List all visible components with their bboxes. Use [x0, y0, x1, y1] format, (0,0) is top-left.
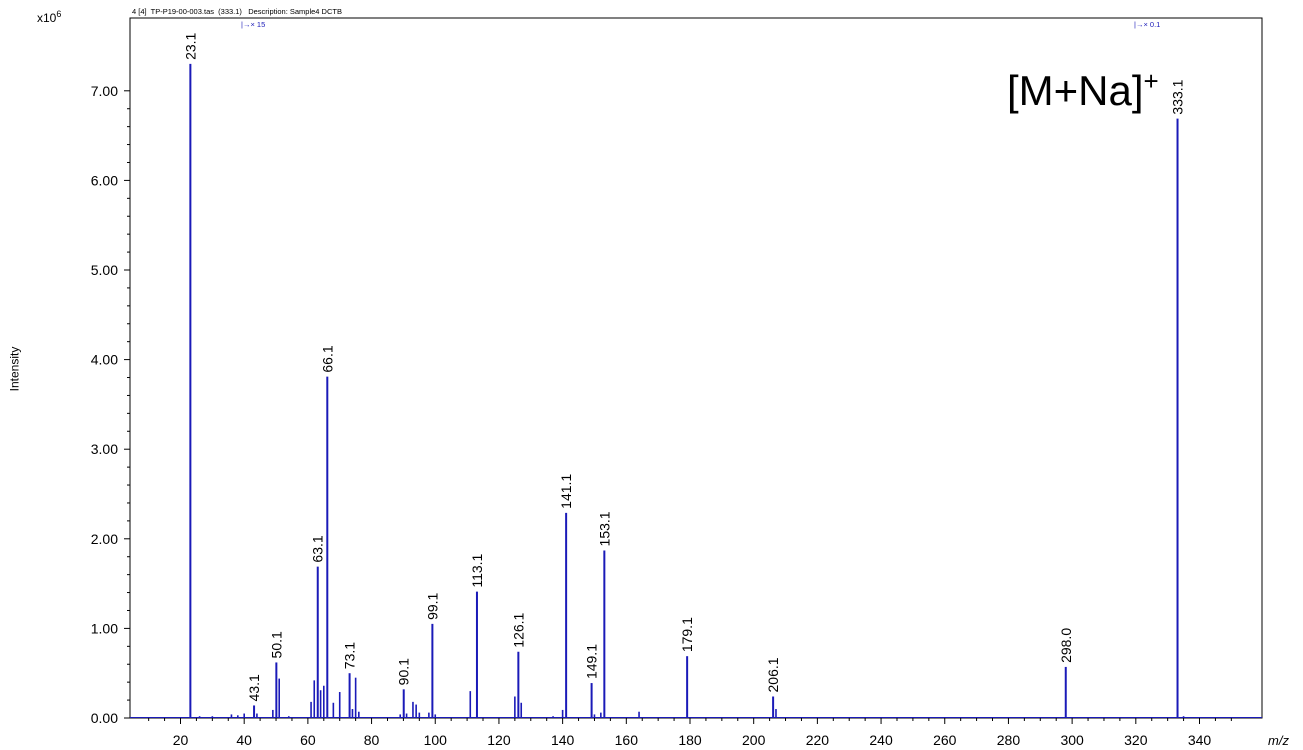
zoom-marker-left: |→× 15 [241, 20, 265, 29]
x-tick-label: 200 [742, 732, 766, 748]
y-exponent-base: x10 [37, 11, 57, 25]
file-info: 4 [4] TP-P19-00-003.tas (333.1) [132, 7, 242, 16]
x-tick-label: 80 [364, 732, 380, 748]
x-tick-label: 20 [173, 732, 189, 748]
peak-label-298.0: 298.0 [1058, 628, 1074, 663]
x-tick-label: 340 [1188, 732, 1212, 748]
x-tick-label: 160 [615, 732, 639, 748]
peak-label-179.1: 179.1 [679, 617, 695, 652]
peak-label-66.1: 66.1 [319, 345, 335, 372]
peak-label-333.1: 333.1 [1170, 79, 1186, 114]
x-tick-label: 280 [997, 732, 1021, 748]
y-tick-label: 6.00 [91, 172, 118, 188]
peak-label-141.1: 141.1 [558, 474, 574, 509]
peak-label-23.1: 23.1 [182, 32, 198, 59]
x-tick-label: 120 [487, 732, 511, 748]
peak-label-206.1: 206.1 [765, 657, 781, 692]
peak-label-149.1: 149.1 [584, 644, 600, 679]
adduct-annotation-text: [M+Na] [1007, 67, 1144, 114]
x-tick-label: 40 [236, 732, 252, 748]
adduct-annotation-charge: + [1143, 66, 1159, 96]
peak-label-99.1: 99.1 [424, 592, 440, 619]
y-exponent-power: 6 [56, 9, 62, 19]
x-tick-label: 240 [869, 732, 893, 748]
x-tick-label: 180 [678, 732, 702, 748]
x-tick-label: 220 [806, 732, 830, 748]
x-axis-label: m/z [1268, 733, 1289, 748]
zoom-marker-right: |→× 0.1 [1134, 20, 1160, 29]
peak-label-90.1: 90.1 [396, 658, 412, 685]
peak-label-43.1: 43.1 [246, 674, 262, 701]
peak-label-63.1: 63.1 [310, 535, 326, 562]
peak-label-126.1: 126.1 [510, 612, 526, 647]
peak-label-113.1: 113.1 [469, 553, 485, 587]
adduct-annotation: [M+Na]+ [1007, 67, 1159, 114]
y-tick-label: 7.00 [91, 83, 118, 99]
peak-label-73.1: 73.1 [342, 642, 358, 669]
y-tick-label: 4.00 [91, 352, 118, 368]
x-tick-label: 100 [424, 732, 448, 748]
x-tick-label: 260 [933, 732, 957, 748]
plot-frame [129, 17, 1263, 719]
sample-description: Description: Sample4 DCTB [248, 7, 342, 16]
peak-label-50.1: 50.1 [268, 631, 284, 658]
x-tick-label: 140 [551, 732, 575, 748]
y-exponent: x106 [37, 9, 61, 25]
peak-label-153.1: 153.1 [596, 511, 612, 546]
y-tick-label: 1.00 [91, 620, 118, 636]
x-tick-label: 320 [1124, 732, 1148, 748]
x-tick-label: 60 [300, 732, 316, 748]
spectrum-header: 4 [4] TP-P19-00-003.tas (333.1) Descript… [132, 7, 342, 16]
x-tick-label: 300 [1060, 732, 1084, 748]
y-tick-label: 5.00 [91, 262, 118, 278]
y-tick-label: 3.00 [91, 441, 118, 457]
y-tick-label: 2.00 [91, 531, 118, 547]
y-tick-label: 0.00 [91, 710, 118, 726]
